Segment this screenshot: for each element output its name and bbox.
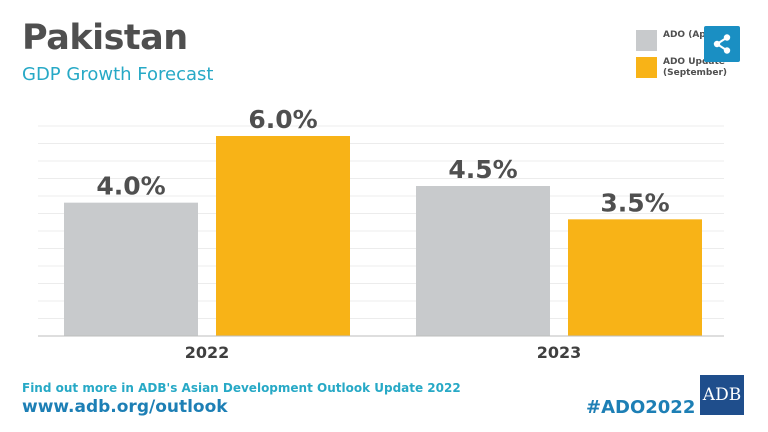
gdp-bar-chart: 4.0% 6.0% 2022 4.5% 3.5% 2023 xyxy=(38,105,724,362)
legend-swatch-ado-update xyxy=(636,57,657,78)
chart-subtitle: GDP Growth Forecast xyxy=(22,64,214,85)
x-tick-label-2023: 2023 xyxy=(537,343,582,362)
bar-2022-series-0 xyxy=(64,202,198,336)
share-button[interactable] xyxy=(704,26,740,62)
bar-2023-series-1 xyxy=(568,219,702,336)
footer-url-link[interactable]: www.adb.org/outlook xyxy=(22,397,228,417)
legend-label-ado-update-line1: ADO Update xyxy=(663,57,725,67)
legend-swatch-ado-april xyxy=(636,30,657,51)
legend-label-ado-update: ADO Update (September) xyxy=(663,57,727,79)
chart-bars xyxy=(64,136,702,336)
page-title: Pakistan xyxy=(22,18,188,58)
legend-label-ado-update-line2: (September) xyxy=(663,68,728,78)
legend-label-ado-april: ADO (Ap xyxy=(663,30,706,40)
value-label-2023-series-1: 3.5% xyxy=(600,188,669,217)
footer-info-text: Find out more in ADB's Asian Development… xyxy=(22,381,461,395)
hashtag-label: #ADO2022 xyxy=(586,397,696,418)
legend-item-ado-update: ADO Update (September) xyxy=(636,57,748,79)
value-label-2022-series-0: 4.0% xyxy=(96,172,165,201)
bar-2022-series-1 xyxy=(216,136,350,336)
bar-2023-series-0 xyxy=(416,186,550,336)
legend-item-ado-april: ADO (Ap xyxy=(636,30,748,51)
x-tick-label-2022: 2022 xyxy=(185,343,230,362)
share-icon xyxy=(713,34,731,54)
chart-labels: 4.0% 6.0% 2022 4.5% 3.5% 2023 xyxy=(96,105,669,362)
value-label-2022-series-1: 6.0% xyxy=(248,105,317,134)
adb-logo: ADB xyxy=(700,375,744,415)
chart-legend: ADO (Ap ADO Update (September) xyxy=(636,30,748,85)
value-label-2023-series-0: 4.5% xyxy=(448,155,517,184)
